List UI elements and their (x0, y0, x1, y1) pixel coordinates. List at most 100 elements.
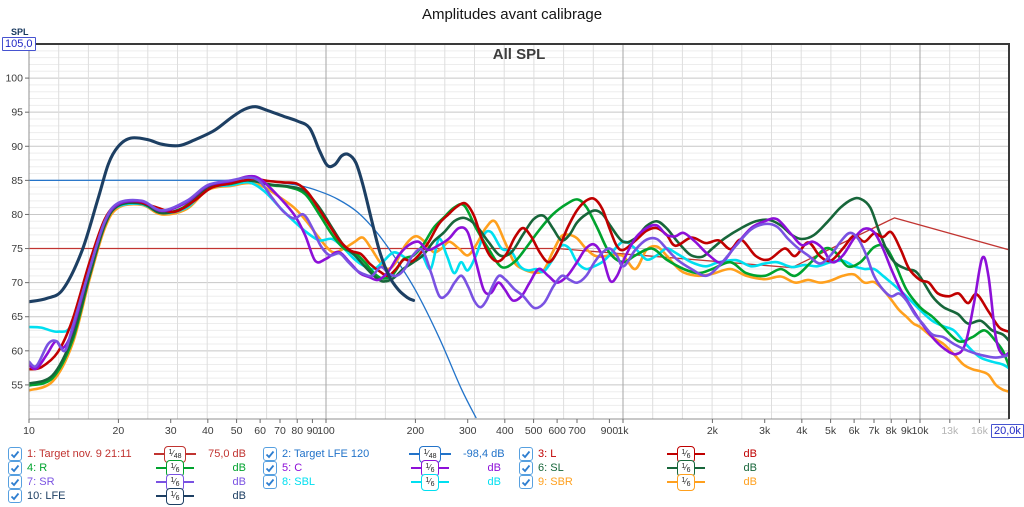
checkmark-icon (10, 492, 20, 501)
x-tick-label: 400 (496, 425, 514, 437)
x-tick-label: 200 (407, 425, 425, 437)
trace-line-stub (185, 452, 196, 456)
trace-checkbox-2[interactable] (263, 447, 277, 461)
checkmark-icon (10, 464, 20, 473)
trace-label-4[interactable]: 4: R (27, 462, 48, 474)
smoothing-icon-5[interactable]: 1⁄6 (397, 459, 463, 477)
x-tick-label: 1k (617, 425, 629, 437)
y-axis-label: SPL (11, 27, 29, 37)
trace-label-10[interactable]: 10: LFE (27, 490, 66, 502)
x-tick-label: 2k (707, 425, 719, 437)
trace-checkbox-9[interactable] (519, 475, 533, 489)
trace-checkbox-4[interactable] (8, 461, 22, 475)
trace-label-8[interactable]: 8: SBL (282, 476, 316, 488)
y-tick-label: 65 (11, 311, 23, 323)
trace-label-5[interactable]: 5: C (282, 462, 303, 474)
legend-entry-2: 2: Target LFE 120 1⁄48 -98,4 dB (263, 445, 513, 463)
y-tick-label: 70 (11, 277, 23, 289)
x-tick-label: 80 (291, 425, 303, 437)
x-tick-label: 60 (254, 425, 266, 437)
trace-line-stub (694, 452, 705, 456)
trace-checkbox-3[interactable] (519, 447, 533, 461)
trace-checkbox-7[interactable] (8, 475, 22, 489)
trace-line-stub (154, 452, 165, 456)
x-tick-label: 10 (23, 425, 35, 437)
y-tick-label: 75 (11, 243, 23, 255)
smoothing-icon-2[interactable]: 1⁄48 (397, 445, 463, 463)
trace-level-value-4: dB (232, 462, 246, 474)
x-tick-label: 40 (202, 425, 214, 437)
x-tick-label: 90 (307, 425, 319, 437)
trace-checkbox-6[interactable] (519, 461, 533, 475)
smoothing-icon-8[interactable]: 1⁄6 (397, 473, 463, 491)
legend-entry-8: 8: SBL 1⁄6 dB (263, 473, 513, 491)
x-tick-label: 5k (825, 425, 837, 437)
smoothing-icon-7[interactable]: 1⁄6 (142, 473, 208, 491)
trace-checkbox-10[interactable] (8, 489, 22, 503)
smoothing-fraction-box: 1⁄48 (419, 445, 441, 463)
trace-label-7[interactable]: 7: SR (27, 476, 55, 488)
trace-level-value-2: -98,4 dB (463, 448, 505, 460)
trace-line-stub (440, 452, 451, 456)
legend-column-2: 2: Target LFE 120 1⁄48 -98,4 dB 5: C 1⁄6 dB 8:… (263, 445, 513, 491)
trace-checkbox-1[interactable] (8, 447, 22, 461)
x-tick-label: 8k (886, 425, 898, 437)
legend-entry-10: 10: LFE 1⁄6 dB (8, 487, 258, 505)
series-sr-curve (29, 176, 1009, 368)
x-axis-max-field[interactable]: 20,0k (991, 424, 1024, 438)
trace-line-stub (411, 466, 422, 470)
trace-checkbox-5[interactable] (263, 461, 277, 475)
x-tick-label: 70 (274, 425, 286, 437)
trace-level-value-6: dB (743, 462, 757, 474)
x-tick-label: 7k (868, 425, 880, 437)
legend-entry-4: 4: R 1⁄6 dB (8, 459, 258, 477)
y-tick-label: 80 (11, 209, 23, 221)
series-sl-curve (29, 179, 1009, 385)
smoothing-icon-9[interactable]: 1⁄6 (653, 473, 719, 491)
legend-column-1: 1: Target nov. 9 21:11 1⁄48 75,0 dB 4: R 1⁄6… (8, 445, 258, 505)
x-tick-label: 3k (759, 425, 771, 437)
trace-line-stub (694, 466, 705, 470)
y-tick-label: 60 (11, 345, 23, 357)
trace-level-value-3: dB (743, 448, 757, 460)
trace-line-stub (667, 452, 678, 456)
legend-column-3: 3: L 1⁄6 dB 6: SL 1⁄6 dB 9: SBR 1⁄6 dB (519, 445, 769, 491)
x-tick-label: 16k (971, 425, 989, 437)
x-tick-label: 13k (941, 425, 959, 437)
trace-label-3[interactable]: 3: L (538, 448, 557, 460)
trace-label-1[interactable]: 1: Target nov. 9 21:11 (27, 448, 132, 460)
smoothing-fraction-box: 1⁄6 (166, 487, 184, 505)
trace-label-6[interactable]: 6: SL (538, 462, 564, 474)
trace-label-2[interactable]: 2: Target LFE 120 (282, 448, 370, 460)
legend-entry-7: 7: SR 1⁄6 dB (8, 473, 258, 491)
x-tick-label: 30 (165, 425, 177, 437)
checkmark-icon (521, 478, 531, 487)
legend-entry-6: 6: SL 1⁄6 dB (519, 459, 769, 477)
checkmark-icon (265, 450, 275, 459)
smoothing-fraction-box: 1⁄6 (677, 473, 695, 491)
y-tick-label: 100 (5, 73, 23, 85)
smoothing-fraction-box: 1⁄6 (421, 473, 439, 491)
legend-entry-5: 5: C 1⁄6 dB (263, 459, 513, 477)
x-tick-label: 300 (459, 425, 477, 437)
trace-line-stub (183, 480, 194, 484)
trace-checkbox-8[interactable] (263, 475, 277, 489)
trace-line-stub (156, 466, 167, 470)
y-tick-label: 95 (11, 107, 23, 119)
x-tick-label: 700 (568, 425, 586, 437)
trace-level-value-10: dB (232, 490, 246, 502)
y-tick-label: 90 (11, 141, 23, 153)
smoothing-icon-10[interactable]: 1⁄6 (142, 487, 208, 505)
checkmark-icon (10, 478, 20, 487)
page-title: Amplitudes avant calibrage (421, 6, 603, 23)
y-axis-max-field[interactable]: 105,0 (2, 37, 36, 51)
trace-line-stub (409, 452, 420, 456)
trace-line-stub (156, 494, 167, 498)
trace-line-stub (156, 480, 167, 484)
x-tick-label: 900 (601, 425, 619, 437)
x-tick-label: 600 (548, 425, 566, 437)
x-tick-label: 20 (113, 425, 125, 437)
trace-label-9[interactable]: 9: SBR (538, 476, 573, 488)
trace-line-stub (183, 466, 194, 470)
